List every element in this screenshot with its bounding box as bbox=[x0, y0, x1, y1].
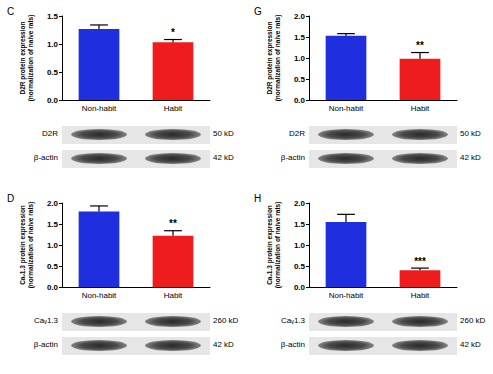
svg-text:1.5: 1.5 bbox=[47, 12, 59, 21]
html-text:50 kD: 50 kD bbox=[213, 129, 234, 138]
svg-text:1.0: 1.0 bbox=[47, 241, 59, 250]
svg-text:D2R protein expression: D2R protein expression bbox=[266, 21, 274, 94]
svg-text:**: ** bbox=[169, 218, 177, 229]
html-text:42 kD: 42 kD bbox=[213, 340, 234, 349]
svg-text:1.0: 1.0 bbox=[294, 54, 306, 63]
svg-text:D: D bbox=[7, 193, 14, 204]
svg-text:(normalization of naive rats): (normalization of naive rats) bbox=[274, 202, 282, 289]
svg-text:0.5: 0.5 bbox=[294, 75, 306, 84]
svg-text:1.0: 1.0 bbox=[294, 241, 306, 250]
svg-text:0.5: 0.5 bbox=[47, 262, 59, 271]
svg-text:1.5: 1.5 bbox=[47, 220, 59, 229]
html-text:50 kD: 50 kD bbox=[460, 129, 481, 138]
svg-text:2.0: 2.0 bbox=[294, 12, 306, 21]
svg-text:Habit: Habit bbox=[411, 104, 430, 113]
svg-text:0.0: 0.0 bbox=[47, 96, 59, 105]
svg-text:*: * bbox=[171, 27, 175, 38]
html-text:42 kD: 42 kD bbox=[460, 340, 481, 349]
html-text:β-actin: β-actin bbox=[33, 153, 58, 162]
svg-text:Non-habit: Non-habit bbox=[82, 104, 117, 113]
svg-text:0.5: 0.5 bbox=[47, 68, 59, 77]
html-text:β-actin: β-actin bbox=[33, 340, 58, 349]
svg-text:2.0: 2.0 bbox=[294, 199, 306, 208]
html-text:Caᵥ1.3: Caᵥ1.3 bbox=[34, 316, 58, 325]
svg-text:Caᵥ1.3 protein expression: Caᵥ1.3 protein expression bbox=[266, 205, 274, 285]
svg-text:***: *** bbox=[414, 256, 426, 267]
svg-text:Non-habit: Non-habit bbox=[329, 104, 364, 113]
html-text:β-actin: β-actin bbox=[280, 340, 305, 349]
svg-text:0.0: 0.0 bbox=[47, 283, 59, 292]
svg-text:Habit: Habit bbox=[164, 104, 183, 113]
svg-text:Non-habit: Non-habit bbox=[82, 291, 117, 300]
svg-text:1.0: 1.0 bbox=[47, 40, 59, 49]
svg-text:0.0: 0.0 bbox=[294, 283, 306, 292]
svg-text:(normalization of naive rats): (normalization of naive rats) bbox=[274, 15, 282, 102]
html-text:260 kD: 260 kD bbox=[460, 316, 486, 325]
svg-text:D2R protein expression: D2R protein expression bbox=[19, 21, 27, 94]
svg-text:C: C bbox=[7, 6, 14, 17]
html-text:β-actin: β-actin bbox=[280, 153, 305, 162]
html-text:42 kD: 42 kD bbox=[213, 153, 234, 162]
html-text:D2R: D2R bbox=[42, 129, 58, 138]
svg-text:(normalization of naive rats): (normalization of naive rats) bbox=[27, 202, 35, 289]
html-text:42 kD: 42 kD bbox=[460, 153, 481, 162]
svg-text:1.5: 1.5 bbox=[294, 33, 306, 42]
html-text:D2R: D2R bbox=[289, 129, 305, 138]
svg-text:Caᵥ1.3 protein expression: Caᵥ1.3 protein expression bbox=[19, 205, 27, 285]
svg-text:**: ** bbox=[416, 40, 424, 51]
svg-text:Non-habit: Non-habit bbox=[329, 291, 364, 300]
svg-text:2.0: 2.0 bbox=[47, 199, 59, 208]
html-text:Caᵥ1.3: Caᵥ1.3 bbox=[281, 316, 305, 325]
svg-text:1.5: 1.5 bbox=[294, 220, 306, 229]
svg-text:G: G bbox=[254, 6, 262, 17]
svg-text:Habit: Habit bbox=[164, 291, 183, 300]
svg-text:H: H bbox=[254, 193, 261, 204]
svg-text:Habit: Habit bbox=[411, 291, 430, 300]
svg-text:0.5: 0.5 bbox=[294, 262, 306, 271]
html-text:260 kD: 260 kD bbox=[213, 316, 239, 325]
svg-text:(normalization of naive rats): (normalization of naive rats) bbox=[27, 15, 35, 102]
svg-text:0.0: 0.0 bbox=[294, 96, 306, 105]
